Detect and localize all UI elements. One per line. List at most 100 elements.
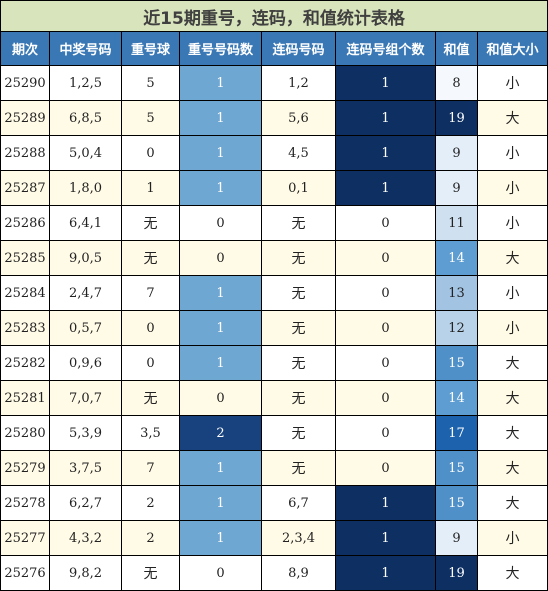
issue-cell: 25281 xyxy=(0,380,50,416)
header-repeat-count: 重号号码数 xyxy=(179,31,262,66)
table-row: 25289 6,8,5 5 1 5,6 1 19 大 xyxy=(0,100,548,136)
size-cell: 小 xyxy=(476,65,548,101)
sum-cell: 15 xyxy=(435,345,478,381)
repeat-count-cell: 1 xyxy=(179,485,262,521)
size-cell: 小 xyxy=(476,520,548,556)
size-cell: 小 xyxy=(476,205,548,241)
repeat-ball-cell: 0 xyxy=(121,135,180,171)
sum-cell: 14 xyxy=(435,380,478,416)
issue-cell: 25285 xyxy=(0,240,50,276)
repeat-count-cell: 1 xyxy=(179,520,262,556)
repeat-count-cell: 1 xyxy=(179,450,262,486)
consecutive-groups-cell: 1 xyxy=(335,65,436,101)
issue-cell: 25287 xyxy=(0,170,50,206)
repeat-count-cell: 1 xyxy=(179,170,262,206)
size-cell: 大 xyxy=(476,555,548,591)
consecutive-cell: 无 xyxy=(261,415,336,451)
sum-cell: 9 xyxy=(435,170,478,206)
issue-cell: 25290 xyxy=(0,65,50,101)
size-cell: 大 xyxy=(476,240,548,276)
repeat-count-cell: 1 xyxy=(179,100,262,136)
size-cell: 大 xyxy=(476,100,548,136)
table-title: 近15期重号，连码，和值统计表格 xyxy=(0,0,548,32)
repeat-ball-cell: 2 xyxy=(121,485,180,521)
consecutive-cell: 4,5 xyxy=(261,135,336,171)
size-cell: 大 xyxy=(476,485,548,521)
repeat-count-cell: 1 xyxy=(179,135,262,171)
table-row: 25286 6,4,1 无 0 无 0 11 小 xyxy=(0,205,548,241)
repeat-ball-cell: 7 xyxy=(121,450,180,486)
consecutive-cell: 无 xyxy=(261,240,336,276)
consecutive-groups-cell: 0 xyxy=(335,450,436,486)
repeat-ball-cell: 2 xyxy=(121,520,180,556)
repeat-count-cell: 1 xyxy=(179,65,262,101)
repeat-ball-cell: 0 xyxy=(121,310,180,346)
sum-cell: 14 xyxy=(435,240,478,276)
size-cell: 小 xyxy=(476,310,548,346)
header-issue: 期次 xyxy=(0,31,50,66)
issue-cell: 25284 xyxy=(0,275,50,311)
consecutive-cell: 2,3,4 xyxy=(261,520,336,556)
consecutive-groups-cell: 1 xyxy=(335,520,436,556)
size-cell: 小 xyxy=(476,170,548,206)
repeat-count-cell: 2 xyxy=(179,415,262,451)
numbers-cell: 6,4,1 xyxy=(49,205,122,241)
consecutive-cell: 8,9 xyxy=(261,555,336,591)
repeat-count-cell: 0 xyxy=(179,205,262,241)
numbers-cell: 0,5,7 xyxy=(49,310,122,346)
size-cell: 大 xyxy=(476,380,548,416)
repeat-ball-cell: 1 xyxy=(121,170,180,206)
sum-cell: 15 xyxy=(435,485,478,521)
consecutive-groups-cell: 1 xyxy=(335,555,436,591)
repeat-count-cell: 1 xyxy=(179,310,262,346)
consecutive-groups-cell: 1 xyxy=(335,100,436,136)
header-numbers: 中奖号码 xyxy=(49,31,122,66)
repeat-ball-cell: 0 xyxy=(121,345,180,381)
numbers-cell: 9,8,2 xyxy=(49,555,122,591)
repeat-ball-cell: 5 xyxy=(121,65,180,101)
issue-cell: 25286 xyxy=(0,205,50,241)
header-row: 期次 中奖号码 重号球 重号号码数 连码号码 连码号组个数 和值 和值大小 xyxy=(0,31,548,66)
header-consecutive-groups: 连码号组个数 xyxy=(335,31,436,66)
repeat-ball-cell: 无 xyxy=(121,205,180,241)
table-row: 25281 7,0,7 无 0 无 0 14 大 xyxy=(0,380,548,416)
repeat-count-cell: 0 xyxy=(179,380,262,416)
issue-cell: 25288 xyxy=(0,135,50,171)
issue-cell: 25282 xyxy=(0,345,50,381)
table-row: 25283 0,5,7 0 1 无 0 12 小 xyxy=(0,310,548,346)
numbers-cell: 1,8,0 xyxy=(49,170,122,206)
consecutive-cell: 无 xyxy=(261,275,336,311)
sum-cell: 11 xyxy=(435,205,478,241)
consecutive-groups-cell: 0 xyxy=(335,345,436,381)
issue-cell: 25283 xyxy=(0,310,50,346)
numbers-cell: 7,0,7 xyxy=(49,380,122,416)
table-row: 25279 3,7,5 7 1 无 0 15 大 xyxy=(0,450,548,486)
issue-cell: 25279 xyxy=(0,450,50,486)
size-cell: 小 xyxy=(476,275,548,311)
consecutive-cell: 5,6 xyxy=(261,100,336,136)
repeat-count-cell: 0 xyxy=(179,555,262,591)
consecutive-groups-cell: 0 xyxy=(335,205,436,241)
table-row: 25285 9,0,5 无 0 无 0 14 大 xyxy=(0,240,548,276)
repeat-ball-cell: 3,5 xyxy=(121,415,180,451)
header-repeat-ball: 重号球 xyxy=(121,31,180,66)
consecutive-cell: 无 xyxy=(261,205,336,241)
consecutive-groups-cell: 1 xyxy=(335,170,436,206)
numbers-cell: 2,4,7 xyxy=(49,275,122,311)
consecutive-cell: 无 xyxy=(261,450,336,486)
consecutive-groups-cell: 0 xyxy=(335,415,436,451)
size-cell: 大 xyxy=(476,415,548,451)
sum-cell: 17 xyxy=(435,415,478,451)
repeat-count-cell: 1 xyxy=(179,275,262,311)
title-row: 近15期重号，连码，和值统计表格 xyxy=(0,0,548,32)
header-size: 和值大小 xyxy=(476,31,548,66)
issue-cell: 25277 xyxy=(0,520,50,556)
table-row: 25276 9,8,2 无 0 8,9 1 19 大 xyxy=(0,555,548,591)
consecutive-groups-cell: 0 xyxy=(335,275,436,311)
repeat-ball-cell: 无 xyxy=(121,380,180,416)
consecutive-cell: 0,1 xyxy=(261,170,336,206)
table-row: 25280 5,3,9 3,5 2 无 0 17 大 xyxy=(0,415,548,451)
table-row: 25278 6,2,7 2 1 6,7 1 15 大 xyxy=(0,485,548,521)
